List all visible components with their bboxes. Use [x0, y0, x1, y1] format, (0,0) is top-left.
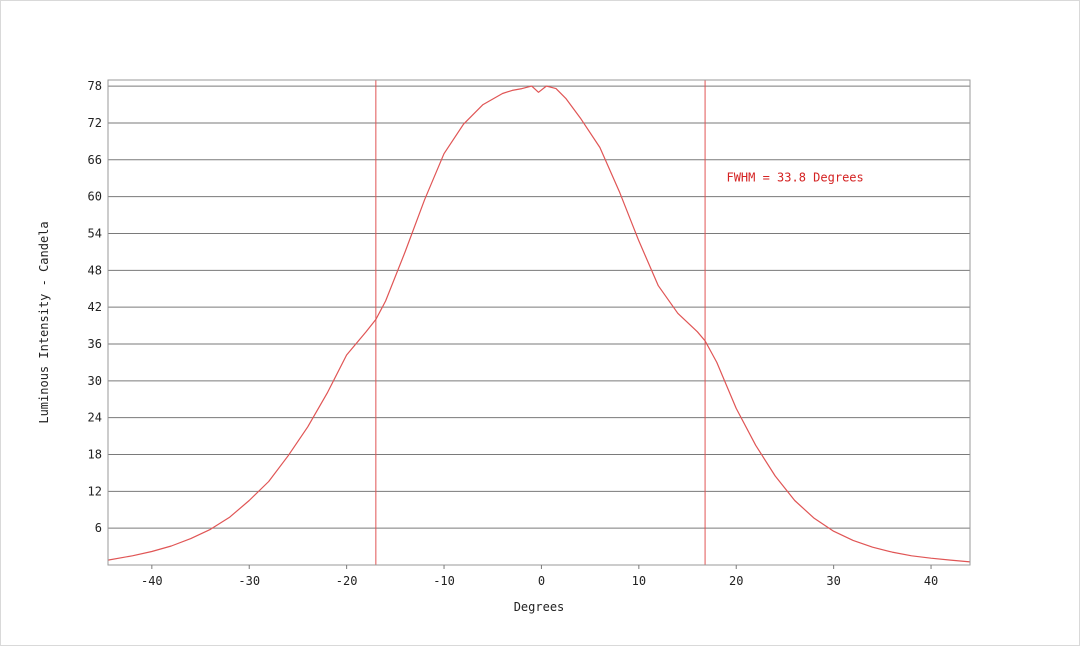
y-tick-label: 12: [88, 484, 102, 498]
y-axis-label: Luminous Intensity - Candela: [37, 221, 51, 423]
x-tick-label: -40: [141, 574, 163, 588]
fwhm-marker-lines: [375, 80, 706, 565]
x-tick-label: 0: [538, 574, 545, 588]
y-tick-label: 30: [88, 374, 102, 388]
y-tick-label: 60: [88, 190, 102, 204]
intensity-series-line: [107, 85, 971, 563]
series-layer: [107, 85, 971, 563]
y-tick-label: 24: [88, 411, 102, 425]
x-tick-label: 10: [632, 574, 646, 588]
x-axis-label: Degrees: [514, 600, 565, 614]
y-tick-label: 18: [88, 447, 102, 461]
y-tick-label: 78: [88, 79, 102, 93]
x-tick-label: 20: [729, 574, 743, 588]
y-tick-label: 36: [88, 337, 102, 351]
annotations: FWHM = 33.8 Degrees: [726, 170, 863, 184]
x-tick-label: 40: [924, 574, 938, 588]
fwhm-annotation: FWHM = 33.8 Degrees: [726, 170, 863, 184]
y-tick-label: 42: [88, 300, 102, 314]
y-tick-label: 72: [88, 116, 102, 130]
y-tick-label: 54: [88, 226, 102, 240]
y-tick-label: 6: [95, 521, 102, 535]
plot-border: [107, 79, 971, 566]
x-tick-label: 30: [826, 574, 840, 588]
x-tick-label: -30: [238, 574, 260, 588]
y-tick-labels: 6 12 18 24 30 36 42 48 54 60 66 72 78: [88, 79, 102, 535]
x-tick-labels: -40 -30 -20 -10 0 10 20 30 40: [141, 565, 938, 588]
grid-lines: [108, 85, 970, 529]
x-tick-label: -20: [336, 574, 358, 588]
y-tick-label: 48: [88, 263, 102, 277]
y-tick-label: 66: [88, 153, 102, 167]
x-tick-label: -10: [433, 574, 455, 588]
